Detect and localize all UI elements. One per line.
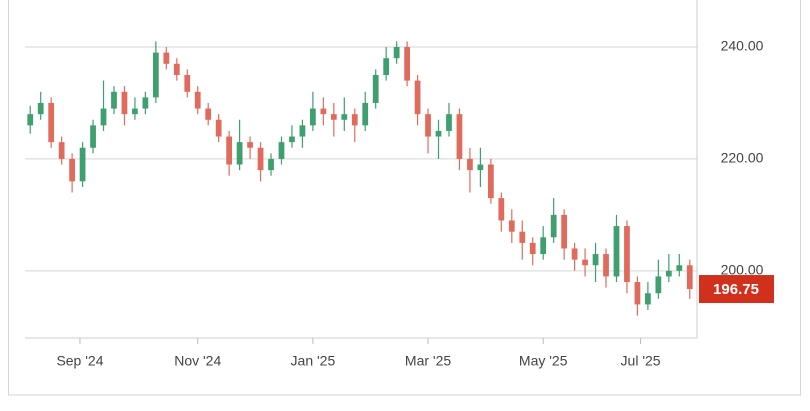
candle-body: [132, 108, 138, 115]
candle-body: [540, 237, 547, 255]
candle-body: [163, 52, 170, 64]
candle-body: [467, 158, 473, 171]
candle-body: [184, 74, 191, 92]
candle-body: [508, 220, 515, 232]
candle-body: [634, 282, 641, 305]
candle-body: [550, 214, 557, 238]
y-tick-label: 220.00: [721, 150, 764, 166]
candle-body: [27, 114, 34, 126]
candle-body: [236, 142, 243, 165]
candle-body: [393, 47, 400, 59]
candle-body: [289, 136, 295, 143]
candle-body: [320, 108, 327, 115]
x-tick-label: May '25: [519, 353, 568, 369]
candle-body: [226, 136, 233, 165]
candle-body: [487, 164, 494, 199]
candle-body: [330, 114, 337, 120]
candle-body: [142, 97, 149, 109]
x-tick-label: Mar '25: [405, 353, 451, 369]
candle-body: [665, 270, 672, 277]
candle-body: [278, 142, 285, 159]
candle-body: [498, 198, 505, 221]
candle-body: [425, 114, 431, 137]
candle-body: [655, 276, 662, 294]
candle-body: [571, 248, 578, 260]
candle-body: [404, 47, 410, 81]
x-tick-label: Jan '25: [291, 353, 336, 369]
candle-body: [79, 147, 86, 182]
candle-body: [100, 108, 107, 126]
candle-body: [121, 91, 128, 115]
candle-body: [111, 91, 117, 109]
candle-body: [205, 108, 212, 120]
candle-body: [603, 254, 609, 277]
candle-body: [58, 142, 65, 159]
candle-body: [69, 158, 75, 182]
candle-body: [456, 114, 463, 159]
candle-body: [686, 265, 693, 290]
candle-body: [446, 114, 452, 131]
candle-body: [529, 242, 536, 255]
candle-body: [645, 293, 651, 305]
candle-body: [310, 108, 316, 126]
candle-body: [37, 102, 44, 115]
candle-body: [268, 158, 274, 171]
candle-body: [247, 142, 253, 148]
candle-body: [624, 226, 630, 283]
candle-body: [561, 214, 568, 249]
candle-body: [215, 119, 222, 137]
candle-body: [477, 164, 484, 171]
candle-body: [173, 63, 180, 75]
candle-body: [383, 58, 390, 75]
candle-body: [48, 102, 55, 143]
candle-body: [90, 125, 96, 148]
last-price-label: 196.75: [713, 281, 759, 298]
frame: [8, 0, 801, 396]
candle-body: [414, 80, 421, 115]
candle-body: [152, 52, 159, 98]
candle-body: [582, 259, 588, 266]
y-tick-label: 200.00: [721, 262, 764, 278]
x-tick-label: Nov '24: [174, 353, 221, 369]
x-tick-label: Sep '24: [56, 353, 103, 369]
x-tick-label: Jul '25: [621, 353, 661, 369]
candle-body: [372, 74, 379, 103]
candle-body: [592, 254, 599, 266]
candle-body: [435, 130, 442, 137]
candle-body: [613, 226, 620, 277]
candle-body: [299, 125, 306, 137]
candle-body: [257, 147, 264, 171]
candle-body: [194, 91, 201, 109]
last-price-tag: [699, 275, 774, 304]
y-tick-label: 240.00: [721, 38, 764, 54]
candle-body: [676, 265, 683, 271]
candle-body: [341, 114, 348, 120]
candle-body: [362, 102, 369, 126]
candle-body: [519, 231, 526, 243]
candle-body: [351, 114, 358, 126]
